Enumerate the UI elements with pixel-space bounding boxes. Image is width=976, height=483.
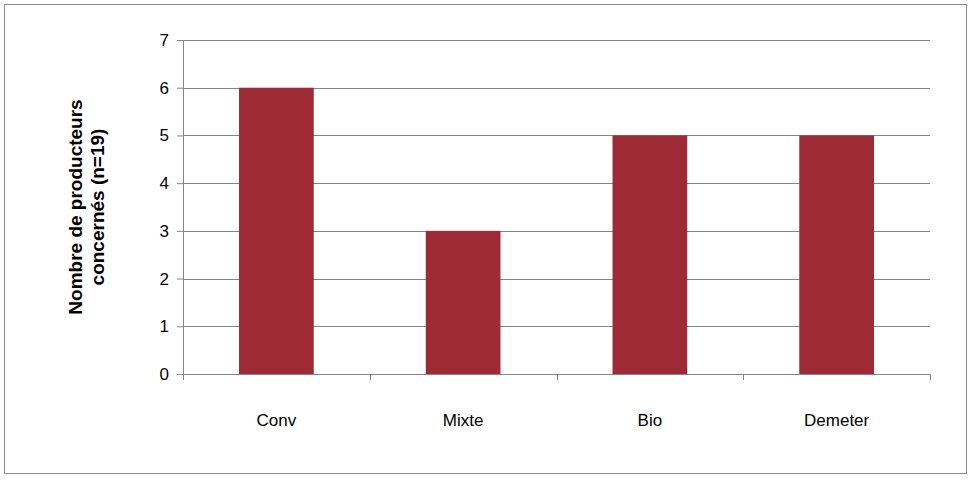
chart: 0 1 2 3 4 5 6 7 Conv Mixte Bio Demeter Nombre de pro… <box>0 0 976 483</box>
y-tick-mark <box>177 183 183 184</box>
plot: 0 1 2 3 4 5 6 7 Conv Mixte Bio Demeter <box>160 31 931 430</box>
bars <box>239 88 874 374</box>
x-tick-label: Bio <box>638 411 663 430</box>
y-tick-mark <box>177 326 183 327</box>
y-tick-label: 7 <box>160 31 169 50</box>
category-separators <box>184 374 931 380</box>
category-separator <box>557 374 558 380</box>
y-tick-label: 2 <box>160 270 169 289</box>
x-tick-label: Conv <box>257 411 297 430</box>
bar <box>613 135 688 374</box>
y-tick-label: 3 <box>160 222 169 241</box>
y-tick: 0 <box>160 365 183 384</box>
x-tick-label: Demeter <box>804 411 870 430</box>
grid-line <box>183 374 930 375</box>
y-tick-label: 0 <box>160 365 169 384</box>
grid-line <box>183 40 930 41</box>
y-tick: 2 <box>160 270 183 289</box>
x-tick: Conv <box>257 374 297 430</box>
y-tick-mark <box>177 279 183 280</box>
y-axis: 0 1 2 3 4 5 6 7 <box>160 31 184 384</box>
y-tick-mark <box>177 40 183 41</box>
x-tick: Bio <box>638 374 663 430</box>
category-separator <box>743 374 744 380</box>
x-tick-label: Mixte <box>443 411 484 430</box>
x-tick: Mixte <box>443 374 484 430</box>
category-separator <box>930 374 931 380</box>
grid <box>183 41 930 375</box>
y-tick-label: 1 <box>160 317 169 336</box>
y-tick-label: 6 <box>160 79 169 98</box>
y-tick: 6 <box>160 79 183 98</box>
y-tick: 4 <box>160 174 183 193</box>
bar <box>239 88 314 374</box>
y-tick: 5 <box>160 126 183 145</box>
y-tick-mark <box>177 88 183 89</box>
y-tick: 3 <box>160 222 183 241</box>
x-axis: Conv Mixte Bio Demeter <box>184 374 931 430</box>
y-axis-title: Nombre de producteursconcernés (n=19) <box>65 99 108 314</box>
chart-border <box>5 5 967 474</box>
bar <box>426 231 501 374</box>
y-axis-title-line: concernés (n=19) <box>87 129 108 286</box>
bar <box>799 135 874 374</box>
y-tick: 1 <box>160 317 183 336</box>
y-tick-label: 5 <box>160 126 169 145</box>
y-tick-mark <box>177 135 183 136</box>
y-tick-mark <box>177 231 183 232</box>
y-tick-mark <box>177 374 183 375</box>
y-tick-label: 4 <box>160 174 169 193</box>
y-axis-title-line: Nombre de producteurs <box>65 99 86 314</box>
y-axis-line <box>177 41 184 375</box>
x-tick: Demeter <box>804 374 870 430</box>
category-separator <box>370 374 371 380</box>
y-tick: 7 <box>160 31 183 50</box>
category-separator <box>183 374 184 380</box>
